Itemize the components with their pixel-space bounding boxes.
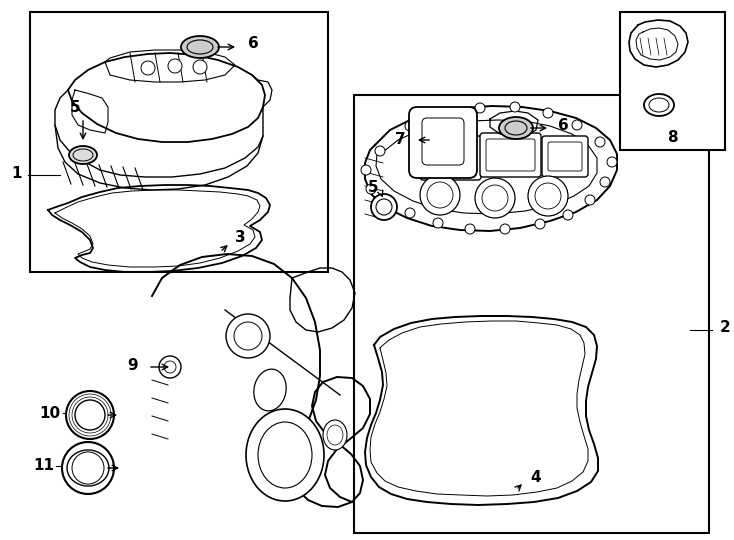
Circle shape [510, 102, 520, 112]
Bar [30, 12, 328, 272]
Ellipse shape [258, 422, 312, 488]
Text: 8: 8 [666, 130, 677, 145]
FancyBboxPatch shape [420, 136, 481, 180]
Circle shape [500, 224, 510, 234]
Circle shape [535, 183, 561, 209]
Text: 3: 3 [235, 231, 246, 246]
Circle shape [226, 314, 270, 358]
Circle shape [159, 356, 181, 378]
Circle shape [72, 452, 104, 484]
Circle shape [482, 185, 508, 211]
Ellipse shape [246, 409, 324, 501]
Circle shape [405, 121, 415, 131]
Circle shape [375, 146, 385, 156]
Circle shape [361, 165, 371, 175]
Circle shape [168, 59, 182, 73]
Circle shape [420, 175, 460, 215]
Ellipse shape [649, 98, 669, 112]
Circle shape [366, 184, 376, 194]
Circle shape [440, 109, 450, 119]
Ellipse shape [187, 40, 213, 54]
Circle shape [465, 224, 475, 234]
Ellipse shape [644, 94, 674, 116]
Text: 9: 9 [128, 357, 138, 373]
Circle shape [164, 361, 176, 373]
Circle shape [371, 194, 397, 220]
Bar [354, 95, 709, 533]
FancyBboxPatch shape [409, 107, 477, 178]
Text: 5: 5 [368, 179, 378, 194]
Circle shape [376, 199, 392, 215]
Ellipse shape [323, 420, 347, 450]
Circle shape [528, 176, 568, 216]
Circle shape [75, 400, 105, 430]
Circle shape [405, 208, 415, 218]
Ellipse shape [69, 146, 97, 164]
Text: 5: 5 [70, 100, 80, 116]
Circle shape [433, 218, 443, 228]
Bar [620, 12, 725, 150]
FancyBboxPatch shape [480, 133, 541, 177]
FancyBboxPatch shape [548, 142, 582, 171]
Circle shape [600, 177, 610, 187]
FancyBboxPatch shape [542, 136, 588, 177]
Text: 7: 7 [396, 132, 406, 147]
Circle shape [234, 322, 262, 350]
Circle shape [475, 178, 515, 218]
Ellipse shape [499, 117, 533, 139]
Text: 2: 2 [720, 321, 731, 335]
Circle shape [141, 61, 155, 75]
Ellipse shape [181, 36, 219, 58]
Ellipse shape [73, 149, 93, 161]
Circle shape [62, 442, 114, 494]
Text: 10: 10 [39, 406, 60, 421]
Text: 4: 4 [530, 470, 541, 485]
Circle shape [475, 103, 485, 113]
Circle shape [193, 60, 207, 74]
Ellipse shape [67, 450, 109, 486]
Text: 11: 11 [33, 458, 54, 474]
Text: 6: 6 [558, 118, 569, 133]
FancyBboxPatch shape [426, 142, 475, 174]
Circle shape [585, 195, 595, 205]
Circle shape [563, 210, 573, 220]
Circle shape [66, 391, 114, 439]
Circle shape [572, 120, 582, 130]
Circle shape [427, 182, 453, 208]
Text: 1: 1 [12, 165, 22, 180]
Ellipse shape [254, 369, 286, 411]
Circle shape [607, 157, 617, 167]
Circle shape [535, 219, 545, 229]
Circle shape [595, 137, 605, 147]
FancyBboxPatch shape [422, 118, 464, 165]
FancyBboxPatch shape [486, 139, 535, 171]
Circle shape [383, 197, 393, 207]
Ellipse shape [327, 425, 343, 445]
Text: 6: 6 [248, 37, 259, 51]
Circle shape [543, 108, 553, 118]
Ellipse shape [505, 121, 527, 135]
